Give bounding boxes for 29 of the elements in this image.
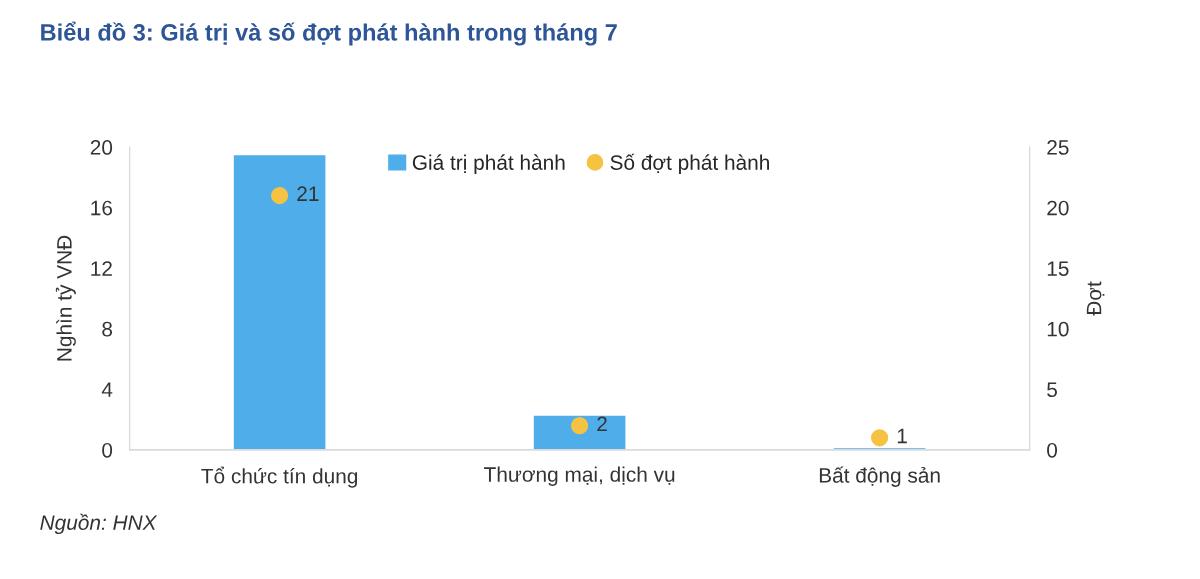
y-tick-label: 20 — [90, 140, 113, 155]
legend-label: Số đợt phát hành — [610, 153, 769, 175]
y-tick-label: 8 — [102, 321, 113, 337]
y2-axis-title: Đợt — [1086, 281, 1105, 316]
legend-label: Giá trị phát hành — [412, 154, 565, 175]
bar — [232, 153, 327, 450]
y-tick-label: 16 — [91, 200, 113, 216]
x-tick-label: Tổ chức tín dụng — [201, 466, 358, 488]
y2-tick-label: 25 — [1047, 140, 1069, 155]
y2-tick-label: 10 — [1047, 321, 1069, 337]
point — [270, 186, 289, 205]
point — [870, 429, 889, 447]
y-axis-title: Nghìn tỷ VNĐ — [55, 235, 76, 361]
y-tick-label: 0 — [102, 442, 113, 458]
point — [570, 417, 589, 435]
data-label: 2 — [597, 416, 607, 432]
y2-tick-label: 15 — [1047, 261, 1069, 276]
y-tick-label: 4 — [101, 382, 113, 397]
text: Nguồn: HNX — [40, 513, 158, 535]
y2-tick-label: 0 — [1047, 442, 1058, 458]
x-tick-label: Bất động sản — [819, 466, 940, 487]
bar — [532, 414, 627, 450]
x-tick-label: Thương mại, dịch vụ — [484, 466, 675, 486]
y-tick-label: 12 — [91, 261, 112, 276]
data-label: 21 — [297, 186, 319, 201]
y2-tick-label: 5 — [1047, 382, 1057, 398]
chart-title: Biểu đồ 3: Giá trị và số đợt phát hành trong tháng 7 — [41, 21, 617, 46]
y2-tick-label: 20 — [1047, 200, 1069, 216]
data-label: 1 — [897, 428, 907, 444]
